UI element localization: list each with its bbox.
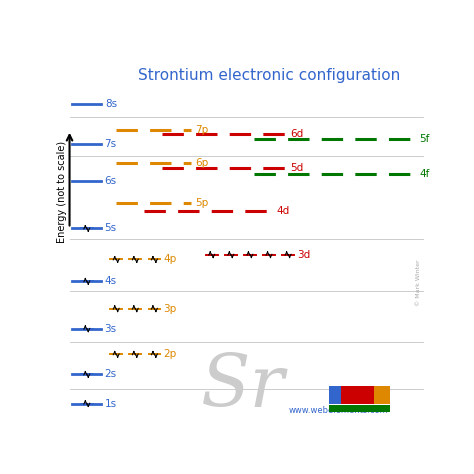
Bar (374, 386, 391, 404)
Text: 8s: 8s (105, 100, 117, 109)
Text: www.webelements.com: www.webelements.com (289, 406, 388, 415)
Text: 5d: 5d (291, 163, 304, 173)
Text: Energy (not to scale): Energy (not to scale) (57, 141, 67, 243)
Text: 2s: 2s (104, 369, 117, 379)
Text: 4p: 4p (164, 255, 177, 264)
Text: Strontium electronic configuration: Strontium electronic configuration (137, 68, 400, 82)
Text: 3p: 3p (164, 304, 177, 314)
Text: 5s: 5s (104, 223, 117, 233)
Text: 1s: 1s (104, 399, 117, 409)
Text: 7p: 7p (195, 125, 209, 135)
Bar (341, 386, 374, 404)
Text: 3d: 3d (297, 250, 310, 260)
Text: 6s: 6s (104, 176, 117, 186)
Text: 4d: 4d (276, 206, 289, 216)
Text: 4s: 4s (104, 276, 117, 286)
Text: 2p: 2p (164, 349, 177, 359)
Bar (329, 405, 391, 411)
Text: 5p: 5p (195, 198, 209, 208)
Text: Sr: Sr (201, 352, 285, 422)
Bar (329, 386, 341, 404)
Text: 5f: 5f (419, 134, 429, 144)
Text: © Mark Winter: © Mark Winter (416, 260, 421, 307)
Text: 4f: 4f (419, 169, 429, 179)
Text: 7s: 7s (104, 139, 117, 149)
Text: 6d: 6d (291, 129, 304, 139)
Text: 3s: 3s (104, 324, 117, 334)
Text: 6p: 6p (195, 158, 209, 168)
